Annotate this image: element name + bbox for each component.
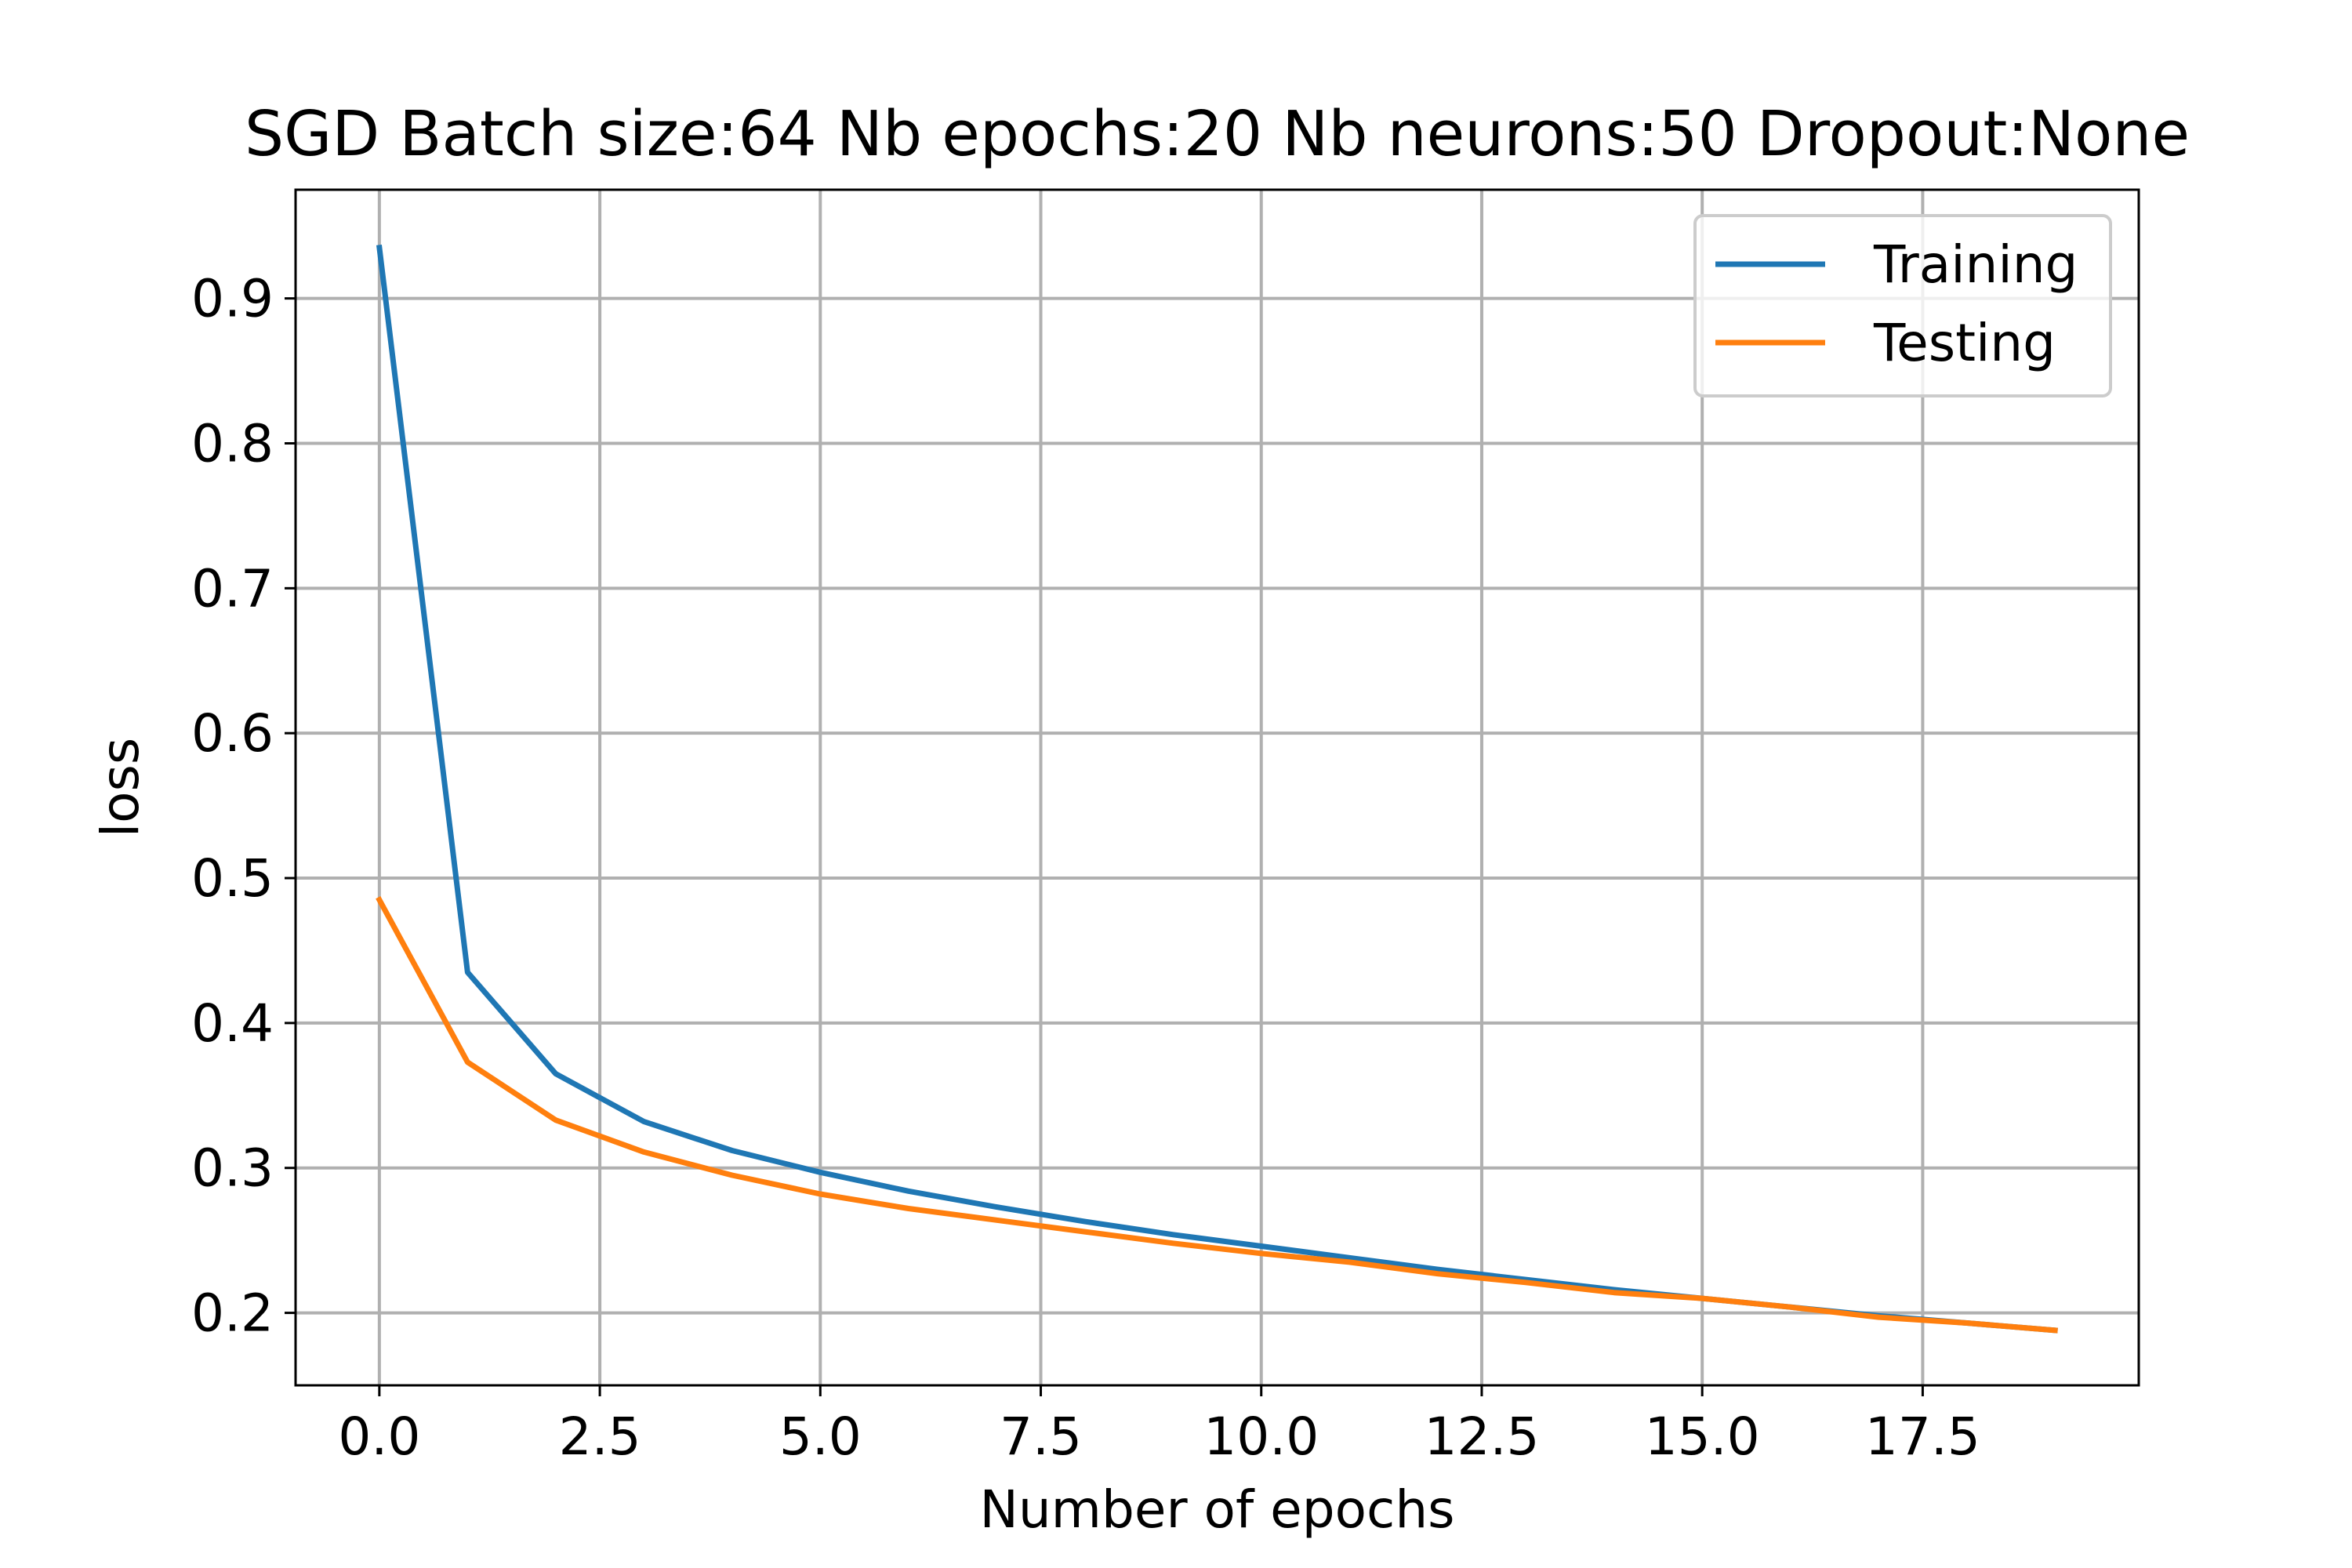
y-tick-label: 0.3 <box>191 1138 274 1199</box>
legend-box <box>1693 214 2112 397</box>
x-axis-label: Number of epochs <box>979 1479 1454 1540</box>
y-tick-label: 0.5 <box>191 848 274 909</box>
y-tick-label: 0.8 <box>191 413 274 474</box>
x-tick-label: 2.5 <box>559 1406 641 1467</box>
series-lines <box>376 245 2058 1334</box>
y-tick-label: 0.7 <box>191 558 274 619</box>
y-axis-label: loss <box>90 738 151 838</box>
legend-label-training: Training <box>1873 234 2078 295</box>
ticks: 0.0 2.5 5.0 7.5 10.0 12.5 15.0 17.5 0.2 0.3 0.4 0.5… <box>191 269 1980 1467</box>
y-tick-label: 0.4 <box>191 993 274 1054</box>
y-tick-label: 0.6 <box>191 703 274 764</box>
legend: Training Testing <box>1693 214 2112 397</box>
legend-label-testing: Testing <box>1873 313 2056 373</box>
y-tick-label: 0.9 <box>191 269 274 329</box>
x-tick-label: 15.0 <box>1645 1406 1760 1467</box>
x-tick-label: 12.5 <box>1424 1406 1539 1467</box>
x-tick-label: 10.0 <box>1203 1406 1319 1467</box>
chart-title: SGD Batch size:64 Nb epochs:20 Nb neuron… <box>245 98 2190 170</box>
x-tick-label: 0.0 <box>338 1406 420 1467</box>
y-tick-label: 0.2 <box>191 1283 274 1344</box>
plot-frame <box>294 188 2140 1387</box>
x-tick-label: 17.5 <box>1865 1406 1980 1467</box>
x-tick-label: 5.0 <box>779 1406 862 1467</box>
series-line-testing <box>376 896 2058 1334</box>
x-tick-label: 7.5 <box>1000 1406 1082 1467</box>
